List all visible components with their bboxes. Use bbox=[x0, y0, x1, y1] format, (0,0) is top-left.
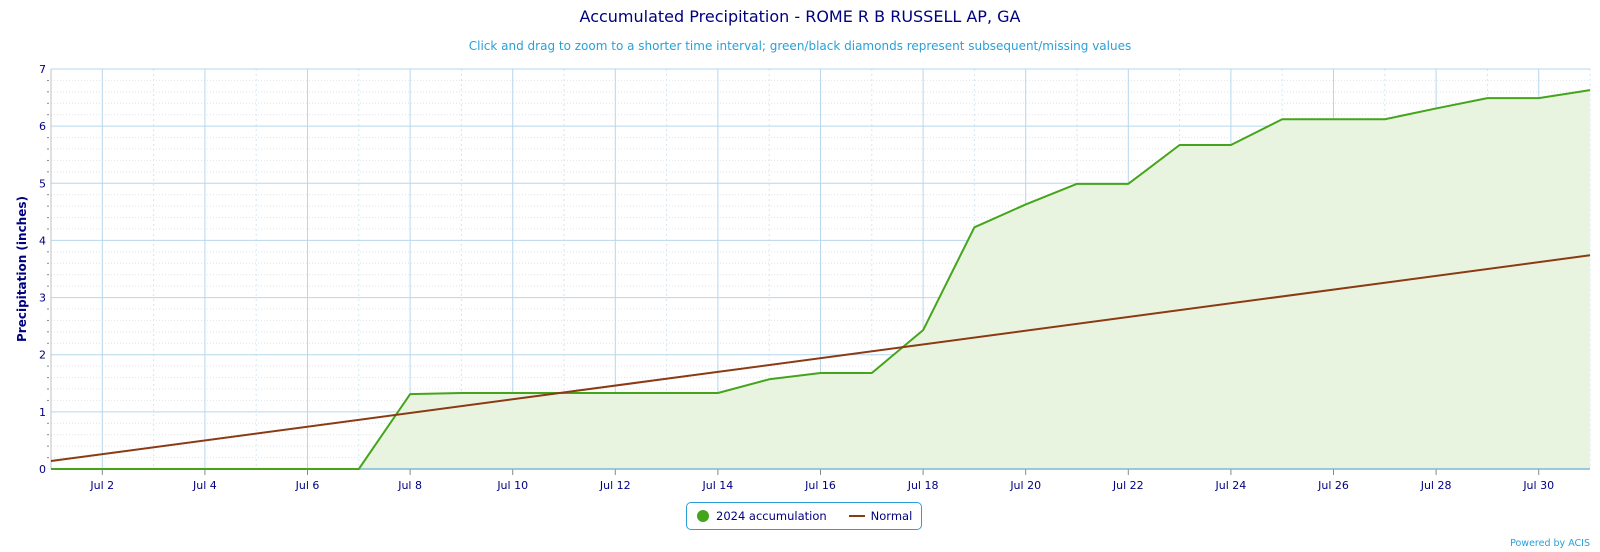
y-tick-label: 1 bbox=[39, 406, 46, 419]
accumulation-point[interactable] bbox=[151, 466, 157, 472]
x-tick-label: Jul 16 bbox=[804, 479, 836, 492]
accumulation-point[interactable] bbox=[356, 466, 362, 472]
accumulation-point[interactable] bbox=[1177, 142, 1183, 148]
accumulation-point[interactable] bbox=[407, 391, 413, 397]
chart-title: Accumulated Precipitation - ROME R B RUS… bbox=[579, 7, 1021, 26]
accumulation-point[interactable] bbox=[1279, 116, 1285, 122]
accumulation-point[interactable] bbox=[458, 390, 464, 396]
x-tick-label: Jul 12 bbox=[599, 479, 631, 492]
accumulation-point[interactable] bbox=[1587, 87, 1593, 93]
accumulation-point[interactable] bbox=[1484, 95, 1490, 101]
x-tick-label: Jul 10 bbox=[496, 479, 528, 492]
accumulation-point[interactable] bbox=[818, 370, 824, 376]
x-tick-label: Jul 2 bbox=[89, 479, 114, 492]
accumulation-point[interactable] bbox=[48, 466, 54, 472]
x-tick-label: Jul 20 bbox=[1009, 479, 1041, 492]
y-axis-title: Precipitation (inches) bbox=[15, 196, 29, 342]
accumulation-point[interactable] bbox=[1228, 142, 1234, 148]
accumulation-point[interactable] bbox=[612, 390, 618, 396]
y-tick-label: 2 bbox=[39, 349, 46, 362]
accumulation-point[interactable] bbox=[253, 466, 259, 472]
series-normal-line[interactable] bbox=[50, 254, 1591, 462]
accumulation-point[interactable] bbox=[510, 390, 516, 396]
x-tick-label: Jul 26 bbox=[1317, 479, 1349, 492]
accumulation-area bbox=[51, 90, 1590, 470]
accumulation-point[interactable] bbox=[1125, 181, 1131, 187]
x-tick-label: Jul 8 bbox=[397, 479, 422, 492]
accumulation-point[interactable] bbox=[869, 370, 875, 376]
legend-marker-2024-accumulation bbox=[697, 510, 709, 522]
x-tick-label: Jul 4 bbox=[192, 479, 217, 492]
accumulation-point[interactable] bbox=[664, 390, 670, 396]
y-tick-label: 7 bbox=[39, 63, 46, 76]
powered-by-acis-link[interactable]: Powered by ACIS bbox=[1510, 538, 1590, 549]
chart-subtitle: Click and drag to zoom to a shorter time… bbox=[468, 39, 1132, 53]
y-tick-label: 4 bbox=[39, 234, 46, 247]
accumulation-point[interactable] bbox=[1536, 95, 1542, 101]
accumulation-point[interactable] bbox=[305, 466, 311, 472]
series-2024-accumulation-line[interactable] bbox=[51, 89, 1591, 470]
accumulation-point[interactable] bbox=[920, 327, 926, 333]
accumulation-point[interactable] bbox=[971, 224, 977, 230]
x-tick-label: Jul 6 bbox=[295, 479, 320, 492]
x-tick-label: Jul 14 bbox=[702, 479, 734, 492]
accumulation-point[interactable] bbox=[1433, 105, 1439, 111]
legend-label-2024-accumulation: 2024 accumulation bbox=[716, 509, 827, 523]
legend-label-normal: Normal bbox=[870, 509, 913, 523]
precipitation-chart[interactable]: 0 1 2 3 4 5 6 7 Jul 2 Jul 4 Jul 6 Jul 8 Jul 10 Jul 12… bbox=[0, 0, 1600, 500]
chart-legend: 2024 accumulation Normal bbox=[686, 502, 923, 530]
accumulation-point[interactable] bbox=[1023, 201, 1029, 207]
legend-marker-normal bbox=[848, 515, 865, 517]
accumulation-point[interactable] bbox=[1331, 116, 1337, 122]
x-tick-label: Jul 18 bbox=[907, 479, 939, 492]
y-tick-label: 5 bbox=[39, 177, 46, 190]
legend-item-2024-accumulation[interactable]: 2024 accumulation bbox=[697, 509, 827, 523]
accumulation-point[interactable] bbox=[1074, 181, 1080, 187]
y-tick-label: 3 bbox=[39, 292, 46, 305]
accumulation-point[interactable] bbox=[766, 376, 772, 382]
legend-item-normal[interactable]: Normal bbox=[827, 509, 913, 523]
accumulation-point[interactable] bbox=[1382, 116, 1388, 122]
accumulation-point[interactable] bbox=[99, 466, 105, 472]
x-tick-label: Jul 24 bbox=[1215, 479, 1247, 492]
y-tick-label: 6 bbox=[39, 120, 46, 133]
x-tick-label: Jul 28 bbox=[1420, 479, 1452, 492]
accumulation-point[interactable] bbox=[715, 390, 721, 396]
x-tick-label: Jul 30 bbox=[1522, 479, 1554, 492]
y-tick-label: 0 bbox=[39, 463, 46, 476]
accumulation-point[interactable] bbox=[202, 466, 208, 472]
x-tick-label: Jul 22 bbox=[1112, 479, 1144, 492]
